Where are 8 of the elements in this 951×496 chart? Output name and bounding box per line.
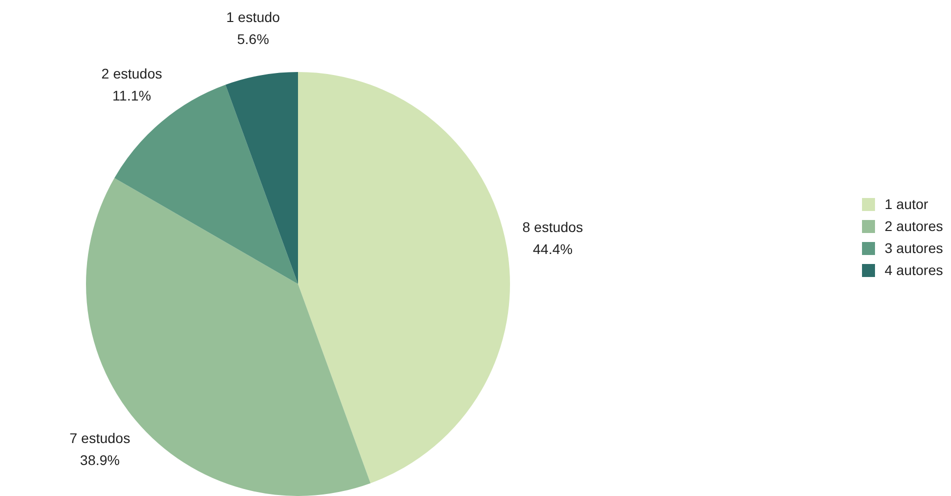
legend-label: 3 autores: [884, 240, 943, 256]
legend-label: 4 autores: [884, 262, 943, 278]
data-label: 8 estudos 44.4%: [522, 218, 584, 257]
data-label: 7 estudos 38.9%: [70, 430, 130, 468]
data-label: 2 estudos 11.1%: [101, 66, 162, 104]
legend-label: 2 autores: [884, 218, 943, 234]
data-label: 1 estudo 5.6%: [226, 9, 280, 48]
legend-label: 1 autor: [884, 196, 928, 212]
